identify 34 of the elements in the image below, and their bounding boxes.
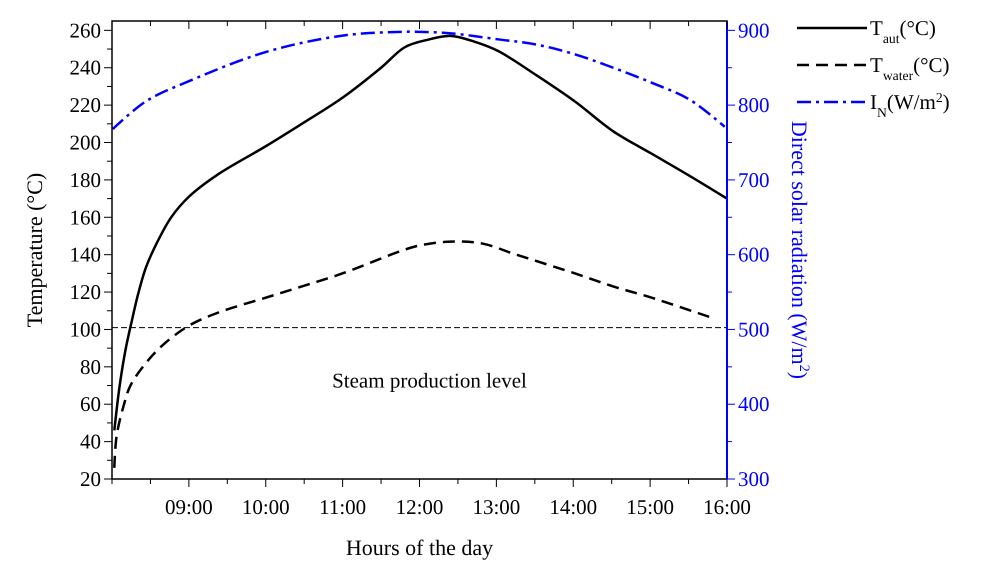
y-tick-label: 200 (70, 130, 101, 155)
y-tick-label: 80 (80, 354, 101, 379)
y2-tick-label: 700 (738, 168, 770, 192)
ref-line-label: Steam production level (332, 368, 528, 393)
x-tick-label: 16:00 (703, 495, 751, 519)
x-tick-label: 09:00 (164, 495, 213, 519)
y-tick-label: 160 (70, 205, 101, 230)
y2-tick-label: 800 (738, 93, 770, 118)
y-tick-label: 140 (70, 242, 101, 267)
y-tick-label: 260 (70, 18, 101, 42)
y-tick-label: 60 (80, 392, 101, 416)
y-axis-title: Temperature (°C) (22, 172, 47, 328)
legend-label: I$_{N}$(W/m$^{2}$) (870, 90, 950, 120)
x-axis-title: Hours of the day (346, 535, 494, 560)
x-tick-label: 15:00 (626, 495, 674, 519)
y2-tick-label: 300 (738, 467, 770, 491)
x-tick-label: 12:00 (396, 495, 444, 519)
x-tick-label: 11:00 (319, 495, 366, 519)
x-tick-label: 10:00 (242, 495, 290, 519)
y-tick-label: 180 (70, 168, 101, 192)
y2-tick-label: 500 (738, 317, 770, 342)
y-tick-label: 100 (70, 317, 101, 342)
x-tick-label: 14:00 (549, 495, 598, 519)
y-tick-label: 120 (70, 280, 101, 304)
legend-label: T$_{water}$(°C) (870, 53, 950, 82)
y-tick-label: 220 (70, 93, 101, 118)
y-tick-label: 20 (80, 467, 101, 491)
y2-tick-label: 400 (738, 392, 770, 416)
y2-tick-label: 900 (738, 18, 770, 42)
y2-tick-label: 600 (738, 242, 770, 267)
x-tick-label: 13:00 (472, 495, 520, 519)
y-tick-label: 240 (70, 56, 101, 80)
y-tick-label: 40 (80, 430, 101, 454)
legend-label: T$_{aut}$(°C) (870, 16, 936, 46)
